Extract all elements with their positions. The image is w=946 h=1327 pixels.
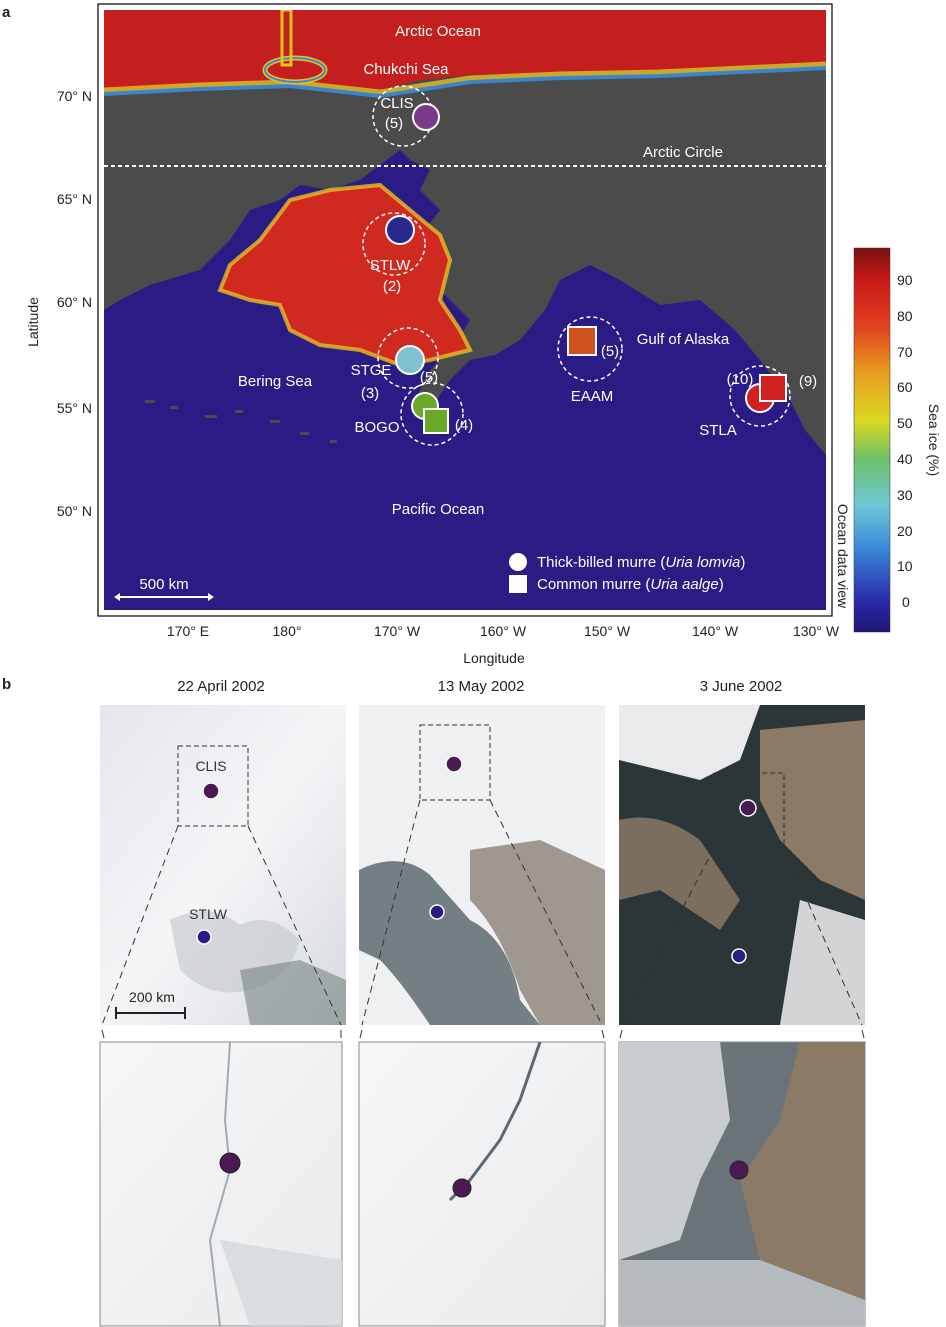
lat-tick-70: 70° N bbox=[57, 88, 92, 104]
cbar-tick-50: 50 bbox=[897, 415, 913, 431]
june-stlw-dot bbox=[731, 948, 747, 964]
bogo-count: (4) bbox=[455, 417, 473, 434]
label-chukchi-sea: Chukchi Sea bbox=[363, 61, 449, 78]
sea-ice-colorbar bbox=[853, 247, 891, 633]
bogo-common-marker bbox=[423, 408, 449, 434]
colorbar-label: Sea ice (%) bbox=[926, 404, 942, 476]
date-title-2: 13 May 2002 bbox=[437, 678, 525, 695]
lon-tick-180: 180° bbox=[273, 623, 302, 639]
eaam-common-marker bbox=[567, 326, 597, 356]
label-pacific-ocean: Pacific Ocean bbox=[392, 501, 485, 518]
label-bering-sea: Bering Sea bbox=[238, 373, 313, 390]
eaam-label: EAAM bbox=[571, 388, 614, 405]
cbar-tick-80: 80 bbox=[897, 308, 913, 324]
stla-common-count: (9) bbox=[799, 373, 817, 390]
ylabel-latitude: Latitude bbox=[25, 297, 41, 347]
cbar-tick-60: 60 bbox=[897, 379, 913, 395]
april-clis-dot bbox=[202, 782, 220, 800]
label-gulf-of-alaska: Gulf of Alaska bbox=[637, 331, 730, 348]
clis-thick-billed-marker bbox=[412, 103, 440, 131]
stlw-label: STLW bbox=[370, 257, 411, 274]
april-clis-label: CLIS bbox=[195, 758, 226, 774]
stge-label: STGE bbox=[351, 362, 392, 379]
cbar-tick-30: 30 bbox=[897, 487, 913, 503]
stlw-thick-billed-marker bbox=[385, 215, 415, 245]
lon-tick-140w: 140° W bbox=[692, 623, 739, 639]
stlw-count: (2) bbox=[383, 278, 401, 295]
eaam-range-circle bbox=[557, 316, 623, 382]
date-title-3: 3 June 2002 bbox=[699, 678, 783, 695]
stge-common-count: (3) bbox=[361, 385, 379, 402]
cbar-tick-70: 70 bbox=[897, 344, 913, 360]
cbar-tick-10: 10 bbox=[897, 558, 913, 574]
stge-thick-count: (5) bbox=[420, 369, 438, 386]
label-arctic-ocean: Arctic Ocean bbox=[395, 23, 481, 40]
zoom-box-may bbox=[419, 724, 491, 801]
legend-common: Common murre (Uria aalge) bbox=[537, 576, 724, 593]
bogo-range-circle bbox=[400, 382, 464, 446]
land bbox=[104, 62, 826, 455]
stla-common-marker bbox=[759, 374, 787, 402]
scale-bar-label: 500 km bbox=[139, 576, 188, 593]
stlw-range-circle bbox=[362, 212, 426, 276]
eaam-count: (5) bbox=[601, 343, 619, 360]
zoom-may-clis-dot bbox=[452, 1178, 472, 1198]
ocean-data-view-credit: Ocean data view bbox=[835, 504, 851, 609]
lat-tick-50: 50° N bbox=[57, 503, 92, 519]
april-stlw-label: STLW bbox=[189, 906, 228, 922]
stla-thick-count: (10) bbox=[727, 371, 754, 388]
lat-tick-60: 60° N bbox=[57, 294, 92, 310]
zoom-april-clis-dot bbox=[219, 1152, 241, 1174]
date-title-1: 22 April 2002 bbox=[177, 678, 265, 695]
lon-tick-130w: 130° W bbox=[793, 623, 840, 639]
cbar-tick-20: 20 bbox=[897, 523, 913, 539]
stge-range-circle bbox=[377, 327, 439, 389]
bogo-label: BOGO bbox=[354, 419, 399, 436]
may-stlw-dot bbox=[429, 904, 445, 920]
zoom-box-april bbox=[177, 745, 249, 827]
colorbar-ticks: 90 80 70 60 50 40 30 20 10 0 bbox=[897, 272, 913, 610]
xlabel-longitude: Longitude bbox=[463, 650, 525, 666]
cbar-tick-90: 90 bbox=[897, 272, 913, 288]
lon-tick-150w: 150° W bbox=[584, 623, 631, 639]
lat-tick-55: 55° N bbox=[57, 400, 92, 416]
april-stlw-dot bbox=[196, 929, 212, 945]
stla-range-circle bbox=[729, 365, 791, 427]
sea-ice-map: Arctic Ocean Chukchi Sea Arctic Circle B… bbox=[25, 3, 942, 666]
legend-thick-billed: Thick-billed murre (Uria lomvia) bbox=[537, 554, 745, 571]
zoom-box-june bbox=[713, 772, 785, 849]
clis-label: CLIS bbox=[380, 95, 413, 112]
june-clis-dot bbox=[739, 799, 757, 817]
lon-tick-160w: 160° W bbox=[480, 623, 527, 639]
may-clis-dot bbox=[445, 755, 463, 773]
scale-200km-label: 200 km bbox=[129, 989, 175, 1005]
legend-square-icon bbox=[509, 575, 527, 593]
lon-tick-170w: 170° W bbox=[374, 623, 421, 639]
zoom-connector-lines bbox=[101, 799, 863, 1026]
lon-tick-170e: 170° E bbox=[167, 623, 209, 639]
panel-b-letter: b bbox=[2, 676, 12, 693]
panel-a-letter: a bbox=[2, 4, 11, 21]
zoom-image-may bbox=[358, 1041, 606, 1327]
stla-label: STLA bbox=[699, 422, 737, 439]
legend-circle-icon bbox=[509, 553, 527, 571]
cbar-tick-40: 40 bbox=[897, 451, 913, 467]
label-arctic-circle: Arctic Circle bbox=[643, 144, 723, 161]
stge-thick-billed-marker bbox=[395, 345, 425, 375]
cbar-tick-0: 0 bbox=[902, 594, 910, 610]
satellite-panels: CLIS STLW 200 km bbox=[99, 705, 866, 1327]
clis-count: (5) bbox=[385, 115, 403, 132]
zoom-june-clis-dot bbox=[729, 1160, 749, 1180]
lat-tick-65: 65° N bbox=[57, 191, 92, 207]
